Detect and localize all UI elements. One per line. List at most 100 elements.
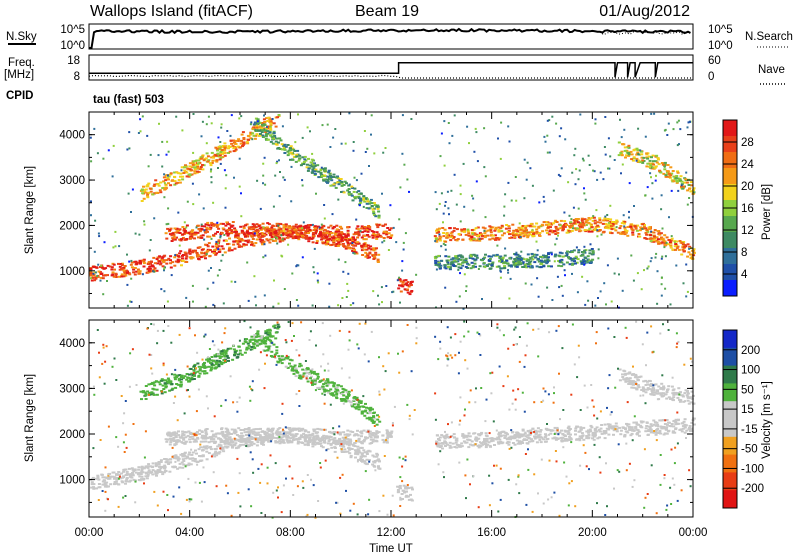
data-cell-band-0 (362, 248, 366, 251)
data-cell-band-1 (246, 231, 250, 234)
data-cell-scatter (435, 268, 438, 271)
data-cell-band-2 (145, 185, 149, 188)
data-cell-band-1 (216, 224, 220, 226)
data-cell-scatter (401, 114, 404, 117)
data-cell-scatter (643, 269, 645, 272)
data-cell-band-5 (626, 234, 630, 237)
data-cell-band-5 (644, 231, 648, 234)
data-cell-band-0 (333, 232, 337, 235)
data-cell-band-5 (521, 225, 525, 227)
data-cell-scatter (377, 294, 379, 297)
data-cell-band-0 (149, 471, 152, 474)
data-cell-scatter (447, 122, 450, 124)
data-cell-scatter (571, 272, 573, 275)
data-cell-band-3 (365, 207, 369, 209)
data-cell-scatter (415, 273, 418, 276)
data-cell-band-3 (372, 212, 376, 215)
data-cell-band-2 (182, 172, 186, 174)
data-cell-band-5 (623, 220, 627, 223)
data-cell-band-1 (233, 439, 237, 442)
data-cell-scatter (349, 304, 352, 306)
data-cell-scatter (408, 190, 410, 193)
data-cell-band-6 (488, 257, 492, 260)
data-cell-band-2 (211, 359, 215, 362)
data-cell-band-5 (678, 240, 682, 242)
data-cell-band-2 (155, 380, 159, 383)
data-cell-band-1 (382, 230, 386, 233)
data-cell-band-1 (298, 437, 302, 440)
data-cell-band-1 (333, 431, 337, 433)
data-cell-band-0 (258, 434, 262, 437)
data-cell-band-6 (525, 266, 529, 269)
data-cell-band-0 (191, 457, 195, 460)
data-cell-band-0 (131, 468, 135, 471)
data-cell-band-1 (257, 236, 261, 239)
data-cell-band-1 (278, 440, 282, 443)
data-cell-band-6 (540, 263, 544, 266)
data-cell-band-7 (692, 187, 696, 190)
data-cell-band-1 (255, 223, 259, 226)
data-cell-band-7 (631, 159, 635, 162)
data-cell-band-1 (261, 235, 265, 238)
data-cell-band-1 (226, 223, 230, 225)
data-cell-band-7 (630, 153, 634, 156)
data-cell-band-6 (464, 265, 468, 268)
data-cell-band-1 (360, 430, 364, 433)
data-cell-band-1 (318, 428, 322, 431)
data-cell-band-0 (90, 481, 94, 484)
data-cell-scatter (582, 159, 585, 162)
data-cell-band-5 (634, 227, 638, 230)
data-cell-band-6 (544, 256, 547, 259)
data-cell-scatter (163, 269, 165, 272)
data-cell-band-3 (335, 176, 339, 179)
data-cell-band-7 (655, 161, 659, 164)
data-cell-band-6 (439, 264, 443, 267)
data-cell-band-6 (564, 254, 568, 257)
data-cell-band-1 (225, 435, 229, 438)
data-cell-band-0 (320, 445, 323, 448)
data-cell-band-0 (139, 473, 143, 476)
data-cell-band-0 (195, 252, 199, 254)
data-cell-band-5 (624, 231, 628, 234)
data-cell-band-0 (157, 256, 161, 259)
data-cell-scatter (561, 294, 564, 297)
data-cell-band-2 (268, 333, 272, 336)
data-cell-band-0 (110, 268, 114, 271)
data-cell-scatter (604, 116, 607, 118)
data-cell-band-1 (226, 228, 230, 231)
data-cell-band-7 (638, 161, 642, 164)
data-cell-band-6 (470, 261, 474, 264)
data-cell-band-5 (681, 248, 685, 251)
data-cell-band-1 (214, 223, 218, 226)
data-cell-band-5 (531, 225, 535, 228)
data-cell-band-2 (156, 192, 160, 194)
data-cell-scatter (594, 118, 597, 121)
data-cell-band-0 (282, 435, 286, 438)
data-cell-band-6 (443, 264, 447, 267)
data-cell-band-5 (521, 231, 525, 234)
data-cell-band-0 (108, 265, 112, 268)
data-cell-scatter (573, 154, 576, 157)
data-cell-scatter (680, 184, 683, 187)
data-cell-band-0 (110, 266, 114, 269)
data-cell-band-6 (537, 260, 541, 263)
data-cell-band-0 (250, 243, 253, 246)
data-cell-band-0 (144, 475, 148, 478)
data-cell-band-2 (215, 147, 219, 150)
data-cell-band-5 (523, 225, 527, 228)
data-cell-band-0 (278, 442, 282, 445)
data-cell-band-0 (133, 267, 137, 269)
data-cell-band-3 (253, 121, 257, 124)
data-cell-band-5 (649, 240, 653, 243)
data-cell-band-0 (173, 466, 177, 468)
data-cell-band-2 (175, 376, 179, 379)
data-cell-band-0 (377, 458, 381, 461)
data-cell-band-5 (486, 234, 490, 237)
data-cell-band-0 (259, 435, 262, 438)
data-cell-band-0 (218, 451, 222, 454)
data-cell-band-0 (303, 234, 307, 237)
data-cell-scatter (451, 134, 454, 137)
data-cell-band-5 (604, 227, 608, 229)
data-cell-scatter (370, 133, 372, 136)
data-cell-band-2 (140, 398, 143, 401)
